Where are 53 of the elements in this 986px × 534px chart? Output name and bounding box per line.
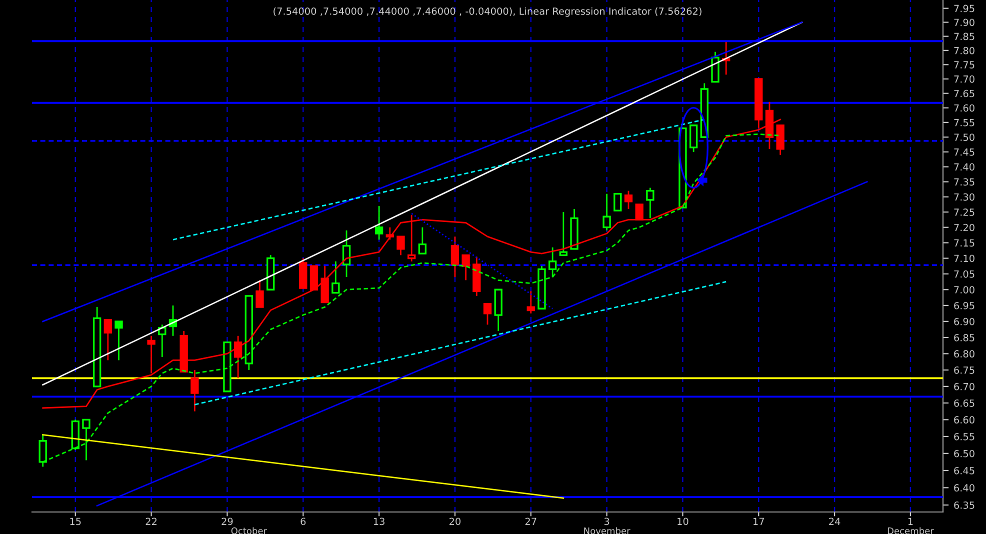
y-tick-label: 7.00 — [954, 286, 974, 294]
y-tick-label: 7.85 — [954, 32, 974, 40]
x2-tick-label: October — [231, 527, 267, 534]
x-tick-label: 13 — [374, 518, 384, 526]
y-tick-label: 7.70 — [954, 75, 974, 83]
y-tick-label: 7.95 — [954, 4, 974, 12]
x-tick-label: 6 — [300, 518, 306, 526]
y-tick-label: 7.05 — [954, 270, 974, 278]
x2-tick-label: December — [888, 527, 934, 534]
y-tick-label: 7.35 — [954, 178, 974, 186]
y-tick-label: 7.75 — [954, 61, 974, 68]
y-tick-label: 6.45 — [954, 466, 974, 474]
y-tick-label: 7.45 — [954, 148, 974, 156]
candlestick — [234, 335, 242, 379]
y-tick-label: 6.55 — [954, 432, 974, 440]
y-tick-label: 7.15 — [954, 239, 974, 247]
candlestick — [450, 236, 460, 278]
y-tick-label: 7.20 — [954, 224, 974, 232]
candlestick — [190, 369, 199, 412]
y-tick-label: 7.80 — [954, 46, 974, 54]
x-tick-label: 29 — [222, 518, 233, 526]
y-tick-label: 6.80 — [954, 350, 974, 358]
y-tick-label: 6.75 — [954, 366, 974, 374]
text: (7.54000 ,7.54000 ,7.44000 ,7.46000 , -0.04000), Linear Regression Indicator (7.56262) — [274, 7, 702, 17]
candlestick — [342, 230, 351, 278]
x-tick-label: 17 — [754, 518, 764, 525]
x-tick-label: 20 — [449, 518, 461, 526]
y-tick-label: 7.10 — [954, 254, 974, 262]
x-tick-label: 22 — [146, 518, 157, 525]
y-tick-label: 7.65 — [954, 90, 974, 98]
y-tick-label: 7.30 — [954, 193, 974, 201]
y-tick-label: 7.40 — [954, 163, 974, 171]
x-tick-label: 27 — [525, 518, 536, 525]
y-tick-label: 6.60 — [954, 416, 974, 424]
y-tick-label: 6.85 — [954, 334, 974, 342]
y-tick-label: 7.25 — [954, 208, 974, 216]
y-tick-label: 6.65 — [954, 399, 974, 407]
x-tick-label: 15 — [70, 518, 81, 526]
x2-tick-label: November — [584, 527, 630, 534]
x-tick-label: 3 — [604, 518, 610, 526]
y-tick-label: 7.90 — [954, 18, 974, 26]
y-tick-label: 7.60 — [954, 104, 974, 112]
y-tick-label: 6.95 — [954, 302, 974, 310]
y-tick-label: 7.55 — [954, 119, 974, 126]
y-tick-label: 6.40 — [954, 484, 974, 492]
x-tick-label: 24 — [829, 518, 840, 525]
y-tick-label: 6.50 — [954, 450, 974, 458]
x-tick-label: 1 — [908, 518, 913, 525]
y-tick-label: 6.90 — [954, 318, 974, 326]
x-tick-label: 10 — [678, 518, 688, 526]
y-tick-label: 6.35 — [954, 502, 974, 509]
y-tick-label: 6.70 — [954, 382, 974, 390]
y-tick-label: 7.50 — [954, 134, 974, 141]
